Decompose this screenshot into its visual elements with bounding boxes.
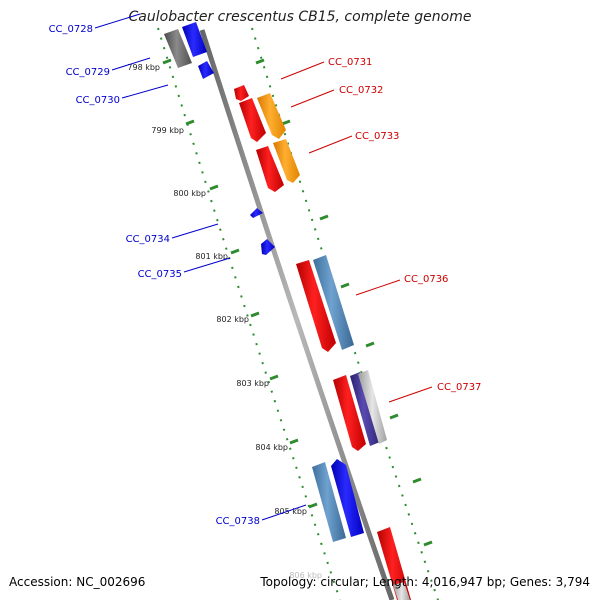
gene-cc0737-red[interactable]: [333, 375, 366, 451]
ruler-tick: [255, 58, 265, 65]
leader-cc0734: [171, 223, 219, 239]
leader-cc0738: [261, 504, 307, 521]
leader-cc0733: [308, 135, 353, 154]
outer-ruler-track: [251, 27, 439, 600]
ruler-tick: [281, 119, 291, 126]
ruler-tick: [230, 248, 240, 255]
gene-label-cc0733[interactable]: CC_0733: [355, 131, 399, 142]
ruler-tick: [162, 58, 172, 65]
ruler-tick: [269, 374, 279, 381]
gene-label-cc0732[interactable]: CC_0732: [339, 85, 383, 96]
ruler-label: 805 kbp: [274, 507, 307, 516]
gene-cc0732[interactable]: [257, 93, 286, 139]
gene-features: [164, 22, 411, 600]
ruler-tick: [209, 184, 219, 191]
gene-cc0728[interactable]: [164, 29, 192, 68]
gene-cc0736-red[interactable]: [296, 260, 336, 352]
gene-cc0731[interactable]: [234, 85, 249, 101]
leader-cc0732: [290, 89, 335, 108]
ruler-label: 800 kbp: [173, 189, 206, 198]
leader-cc0729: [111, 57, 151, 71]
leader-cc0736: [355, 279, 401, 296]
gene-cc0733-red[interactable]: [256, 146, 284, 192]
ruler-label: 803 kbp: [236, 379, 269, 388]
gene-label-cc0734[interactable]: CC_0734: [126, 234, 170, 245]
gene-label-cc0737[interactable]: CC_0737: [437, 382, 481, 393]
ruler-tick: [340, 282, 350, 289]
ruler-tick: [289, 438, 299, 445]
gene-label-cc0736[interactable]: CC_0736: [404, 274, 448, 285]
accession-text: Accession: NC_002696: [9, 575, 146, 589]
ruler-tick: [423, 540, 433, 547]
gene-bottom-silver[interactable]: [393, 582, 410, 600]
gene-bottom-red[interactable]: [377, 527, 411, 600]
gene-label-cc0729[interactable]: CC_0729: [66, 67, 110, 78]
ruler-tick: [308, 502, 318, 509]
ruler-ticks: [162, 58, 433, 547]
gene-cc0729[interactable]: [182, 22, 207, 57]
ruler-label: 804 kbp: [255, 443, 288, 452]
gene-cc0738-steel[interactable]: [312, 462, 346, 542]
leader-cc0731: [280, 61, 325, 80]
map-title: Caulobacter crescentus CB15, complete ge…: [128, 9, 472, 25]
ruler-labels: 798 kbp 799 kbp 800 kbp 801 kbp 802 kbp …: [127, 63, 322, 580]
leader-cc0730: [121, 84, 169, 99]
gene-label-cc0738[interactable]: CC_0738: [216, 516, 260, 527]
ruler-label: 806 kbp: [289, 571, 322, 580]
ruler-label: 802 kbp: [216, 315, 249, 324]
gene-label-cc0728[interactable]: CC_0728: [49, 24, 93, 35]
ruler-tick: [250, 311, 260, 318]
gene-label-cc0731[interactable]: CC_0731: [328, 57, 372, 68]
gene-label-cc0735[interactable]: CC_0735: [138, 269, 182, 280]
gene-cc0734[interactable]: [250, 208, 263, 218]
ruler-tick: [185, 119, 195, 126]
label-leaders: [94, 13, 433, 521]
ruler-tick: [365, 341, 375, 348]
ruler-label: 801 kbp: [195, 252, 228, 261]
ruler-tick: [319, 214, 329, 221]
leader-cc0728: [94, 13, 141, 29]
leader-cc0735: [183, 257, 231, 273]
gene-cc0730[interactable]: [198, 61, 214, 79]
ruler-label: 798 kbp: [127, 63, 160, 72]
genome-backbone: [199, 29, 395, 600]
gene-cc0733-orange[interactable]: [273, 139, 300, 183]
gene-cc0736-steel[interactable]: [313, 255, 354, 350]
gene-label-cc0730[interactable]: CC_0730: [76, 95, 120, 106]
gene-cc0738-blue[interactable]: [331, 459, 364, 537]
ruler-tick: [389, 413, 399, 420]
leader-cc0737: [388, 386, 433, 403]
gene-cc0737-purple[interactable]: [350, 372, 380, 446]
gene-cc0737-silver[interactable]: [358, 370, 387, 444]
gene-labels: CC_0728 CC_0729 CC_0730 CC_0731 CC_0732 …: [49, 24, 482, 527]
ruler-label: 799 kbp: [151, 126, 184, 135]
ruler-tick: [412, 477, 422, 484]
gene-cc0731-body[interactable]: [239, 98, 266, 142]
genome-summary-text: Topology: circular; Length: 4,016,947 bp…: [260, 575, 590, 589]
gene-cc0735[interactable]: [261, 239, 275, 255]
